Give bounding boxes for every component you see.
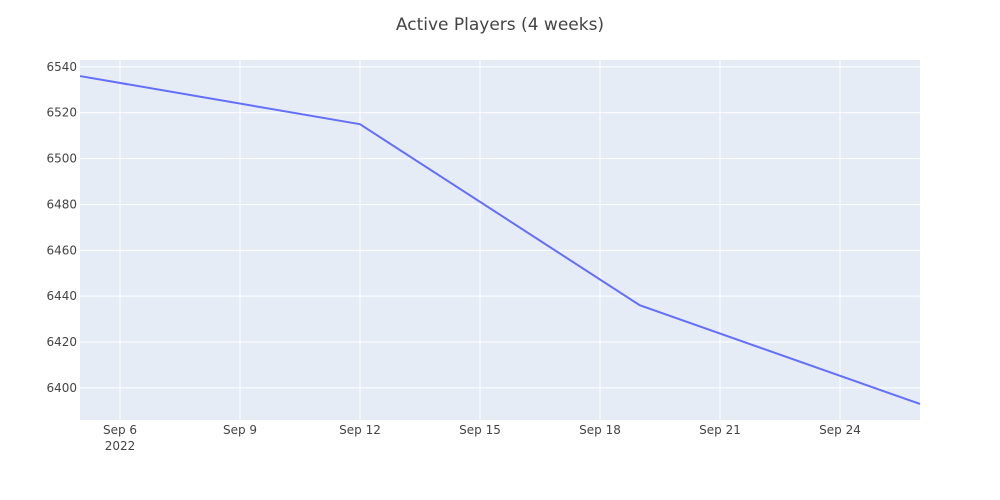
y-tick-label: 6480 (46, 197, 77, 211)
y-axis: 6400 6420 6440 6460 6480 6500 6520 6540 (46, 60, 77, 395)
x-axis: Sep 6 2022 Sep 9 Sep 12 Sep 15 Sep 18 Sep 21 Se… (103, 423, 861, 453)
y-tick-label: 6400 (46, 381, 77, 395)
y-tick-label: 6540 (46, 60, 77, 74)
x-tick-label: Sep 21 (699, 423, 741, 437)
chart-title: Active Players (4 weeks) (396, 15, 604, 35)
x-gridlines (119, 60, 841, 420)
y-tick-label: 6440 (46, 289, 77, 303)
x-tick-label: Sep 24 (819, 423, 861, 437)
y-gridlines (80, 66, 920, 389)
series-line (79, 75, 921, 405)
x-tick-label: Sep 15 (459, 423, 501, 437)
y-tick-label: 6500 (46, 152, 77, 166)
x-tick-label: Sep 12 (339, 423, 381, 437)
x-tick-sublabel: 2022 (105, 439, 136, 453)
x-tick-label: Sep 18 (579, 423, 621, 437)
series-layer (79, 75, 921, 405)
y-tick-label: 6420 (46, 335, 77, 349)
y-tick-label: 6460 (46, 243, 77, 257)
plot-area (80, 60, 920, 420)
x-tick-label: Sep 6 (103, 423, 137, 437)
y-tick-label: 6520 (46, 106, 77, 120)
x-tick-label: Sep 9 (223, 423, 257, 437)
